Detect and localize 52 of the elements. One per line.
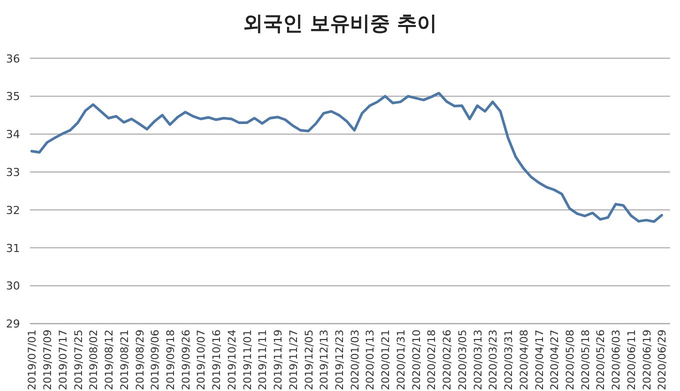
x-tick-label: 2020/06/03 <box>610 330 623 390</box>
x-tick-label: 2020/03/23 <box>488 330 500 390</box>
x-tick-label: 2019/10/07 <box>196 330 208 390</box>
x-tick-label: 2019/08/21 <box>118 330 131 390</box>
x-tick-label: 2019/12/13 <box>318 330 331 390</box>
chart-title: 외국인 보유비중 추이 <box>243 11 437 35</box>
x-tick-label: 2020/02/10 <box>410 330 423 390</box>
x-tick-label: 2019/07/01 <box>26 330 39 390</box>
x-tick-label: 2020/05/08 <box>564 330 577 390</box>
x-tick-label: 2019/09/06 <box>150 329 162 390</box>
y-tick-label: 29 <box>6 318 20 331</box>
x-tick-label: 2019/09/18 <box>164 330 177 390</box>
x-tick-label: 2019/11/27 <box>288 330 300 390</box>
x-tick-label: 2019/08/12 <box>104 330 116 390</box>
x-tick-label: 2019/10/16 <box>211 329 224 390</box>
x-tick-label: 2020/05/26 <box>595 329 608 390</box>
y-tick-label: 33 <box>6 166 20 179</box>
x-tick-label: 2020/01/31 <box>395 330 408 390</box>
x-tick-label: 2020/06/19 <box>641 330 654 390</box>
x-tick-label: 2020/05/18 <box>580 330 592 390</box>
x-tick-label: 2020/04/08 <box>518 330 530 390</box>
x-tick-label: 2020/03/05 <box>456 330 469 390</box>
x-tick-label: 2019/11/19 <box>272 330 285 390</box>
y-tick-label: 30 <box>6 280 20 293</box>
y-tick-label: 34 <box>6 128 20 142</box>
x-tick-label: 2019/11/11 <box>257 330 270 390</box>
x-tick-label: 2020/03/31 <box>503 330 516 390</box>
y-tick-label: 35 <box>6 90 20 104</box>
line-series <box>30 92 663 223</box>
x-tick-label: 2020/02/18 <box>426 330 438 390</box>
x-tick-label: 2020/06/11 <box>626 330 638 390</box>
x-tick-label: 2020/03/13 <box>472 330 484 390</box>
x-tick-label: 2020/02/26 <box>442 329 454 390</box>
x-tick-label: 2020/04/17 <box>534 330 546 390</box>
x-tick-label: 2019/07/09 <box>42 330 54 390</box>
x-tick-label: 2020/04/27 <box>549 330 562 390</box>
x-tick-label: 2019/11/01 <box>242 330 254 390</box>
x-tick-label: 2019/12/05 <box>303 330 316 390</box>
x-tick-label: 2019/08/29 <box>134 330 146 390</box>
x-tick-label: 2019/10/24 <box>226 329 238 390</box>
x-tick-label: 2019/08/02 <box>88 330 100 390</box>
x-tick-label: 2020/06/29 <box>656 330 669 390</box>
x-tick-label: 2020/01/13 <box>364 330 377 390</box>
x-tick-label: 2019/07/17 <box>57 330 70 390</box>
y-tick-label: 32 <box>6 204 20 217</box>
x-tick-label: 2019/07/25 <box>72 330 85 390</box>
y-tick-label: 31 <box>6 242 20 255</box>
x-tick-label: 2019/09/26 <box>180 329 192 390</box>
y-tick-label: 36 <box>6 52 20 66</box>
x-tick-label: 2020/01/03 <box>349 330 362 390</box>
x-tick-label: 2020/01/21 <box>380 330 392 390</box>
x-tick-label: 2019/12/23 <box>334 330 346 390</box>
